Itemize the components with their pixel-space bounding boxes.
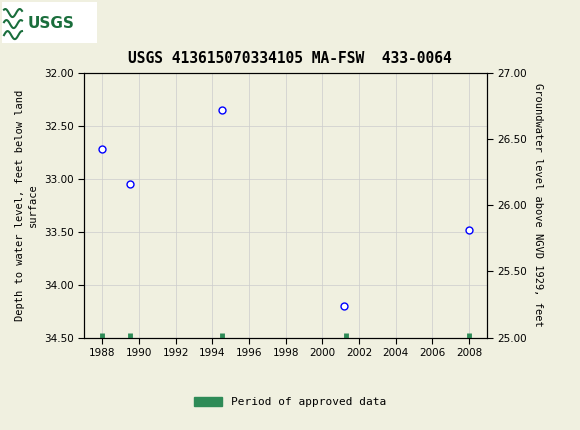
Y-axis label: Depth to water level, feet below land
surface: Depth to water level, feet below land su…: [15, 90, 38, 321]
Y-axis label: Groundwater level above NGVD 1929, feet: Groundwater level above NGVD 1929, feet: [533, 83, 543, 327]
Text: USGS: USGS: [28, 15, 75, 31]
Text: USGS 413615070334105 MA-FSW  433-0064: USGS 413615070334105 MA-FSW 433-0064: [128, 51, 452, 66]
Bar: [2, 2, 97, 43]
Legend: Period of approved data: Period of approved data: [190, 393, 390, 412]
